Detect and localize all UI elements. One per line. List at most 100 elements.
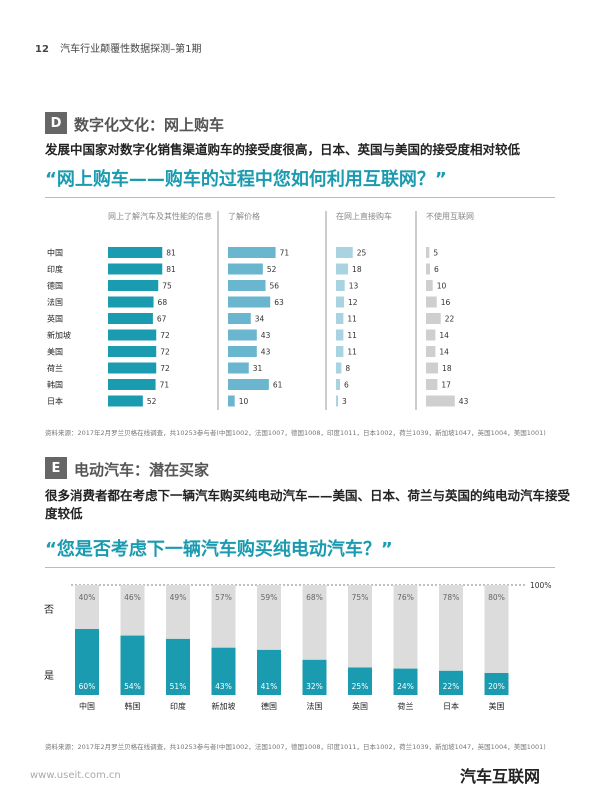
bar-yes-label: 24% xyxy=(397,682,414,691)
category-label: 法国 xyxy=(307,701,323,711)
bar-no-label: 68% xyxy=(306,593,323,602)
bar xyxy=(228,247,276,258)
category-label: 法国 xyxy=(47,297,63,307)
bar xyxy=(336,263,349,275)
page-header: 12 汽车行业颠覆性数据探测–第1期 xyxy=(35,40,201,55)
bar xyxy=(228,329,257,341)
category-label: 新加坡 xyxy=(212,701,236,711)
bar-value-label: 18 xyxy=(352,265,362,274)
bar xyxy=(426,362,439,374)
bar-value-label: 18 xyxy=(442,364,452,373)
bar-no-label: 76% xyxy=(397,593,414,602)
bar xyxy=(336,329,344,341)
section-e-description: 很多消费者都在考虑下一辆汽车购买纯电动汽车——美国、日本、荷兰与英国的纯电动汽车… xyxy=(45,488,571,521)
bar xyxy=(336,379,341,390)
bar-no-label: 75% xyxy=(352,593,369,602)
hundred-percent-label: 100% xyxy=(530,581,551,590)
bar-value-label: 72 xyxy=(160,348,170,357)
bar-no xyxy=(439,585,463,671)
bar-no-label: 49% xyxy=(170,593,187,602)
bar xyxy=(426,313,441,324)
bar xyxy=(108,379,156,390)
bar-value-label: 71 xyxy=(160,381,170,390)
bar-no xyxy=(166,585,190,639)
bar-value-label: 14 xyxy=(439,331,449,340)
bar-value-label: 43 xyxy=(261,348,271,357)
series-header: 了解价格 xyxy=(228,211,260,221)
bar-value-label: 25 xyxy=(357,249,367,258)
category-label: 中国 xyxy=(79,701,95,711)
bar-no xyxy=(75,585,99,629)
section-e-source: 资料来源：2017年2月罗兰贝格在线调查，共10253参与者(中国1002，法国… xyxy=(45,743,546,751)
bar xyxy=(108,329,157,341)
bar xyxy=(336,280,345,291)
bar-no xyxy=(211,585,236,648)
bar-value-label: 16 xyxy=(441,298,451,307)
bar-value-label: 31 xyxy=(253,364,263,373)
category-label: 德国 xyxy=(261,701,277,711)
bar xyxy=(108,296,154,308)
bar-value-label: 52 xyxy=(267,265,277,274)
bar-value-label: 75 xyxy=(162,282,172,291)
section-d-description: 发展中国家对数字化销售渠道购车的接受度很高，日本、英国与美国的接受度相对较低 xyxy=(45,142,521,157)
bar-yes-label: 25% xyxy=(352,682,369,691)
bar xyxy=(228,263,263,275)
series-header: 网上了解汽车及其性能的信息 xyxy=(108,211,212,221)
bar-value-label: 52 xyxy=(147,397,157,406)
online-car-buying-chart: 网上了解汽车及其性能的信息81817568677272727152了解价格715… xyxy=(47,211,474,410)
section-d-source: 资料来源：2017年2月罗兰贝格在线调查，共10253参与者(中国1002，法国… xyxy=(45,429,546,437)
bar-value-label: 8 xyxy=(345,364,350,373)
bar xyxy=(108,263,163,275)
bar xyxy=(108,313,153,324)
watermark: www.useit.com.cn xyxy=(30,770,121,781)
category-label: 中国 xyxy=(47,248,63,258)
bar-value-label: 63 xyxy=(274,298,284,307)
bar-yes xyxy=(348,667,372,695)
bar-yes xyxy=(120,635,145,695)
bar-value-label: 11 xyxy=(347,331,357,340)
bar-value-label: 13 xyxy=(349,282,359,291)
bar-value-label: 61 xyxy=(273,381,283,390)
page-number: 12 xyxy=(35,44,49,55)
bar xyxy=(228,379,269,390)
bar-value-label: 34 xyxy=(255,315,265,324)
category-label: 印度 xyxy=(170,701,186,711)
bar-yes xyxy=(302,659,327,695)
bar xyxy=(336,247,353,258)
bar xyxy=(228,395,235,407)
bar-yes xyxy=(257,649,281,695)
bar xyxy=(336,346,344,357)
bar xyxy=(426,395,455,407)
bar-yes xyxy=(211,647,236,695)
bar-no xyxy=(302,585,327,660)
row-label-yes: 是 xyxy=(44,670,54,682)
bar-yes-label: 32% xyxy=(306,682,323,691)
bar-no xyxy=(348,585,372,668)
page-header-title: 汽车行业颠覆性数据探测–第1期 xyxy=(60,44,202,55)
bar-no-label: 57% xyxy=(215,593,232,602)
bar-yes-label: 54% xyxy=(124,682,141,691)
bar-value-label: 67 xyxy=(157,315,167,324)
bar-no xyxy=(393,585,418,669)
bar-value-label: 43 xyxy=(459,397,469,406)
bar-yes xyxy=(484,673,509,695)
bar-value-label: 22 xyxy=(445,315,455,324)
bar-yes xyxy=(75,629,99,695)
category-label: 韩国 xyxy=(47,380,63,390)
bar-value-label: 12 xyxy=(348,298,358,307)
series-header: 在网上直接购车 xyxy=(336,211,392,221)
bar-value-label: 71 xyxy=(280,249,290,258)
section-e-badge: E xyxy=(45,457,67,479)
bar-value-label: 11 xyxy=(347,315,357,324)
bar xyxy=(108,280,159,291)
category-label: 英国 xyxy=(352,701,368,711)
bar-value-label: 5 xyxy=(433,249,438,258)
bar-no xyxy=(257,585,281,650)
bar xyxy=(336,313,344,324)
bar-value-label: 43 xyxy=(261,331,271,340)
category-label: 日本 xyxy=(443,701,459,711)
bar-no xyxy=(484,585,509,673)
bar xyxy=(336,362,342,374)
bar-yes xyxy=(393,668,418,695)
bar-value-label: 68 xyxy=(158,298,168,307)
